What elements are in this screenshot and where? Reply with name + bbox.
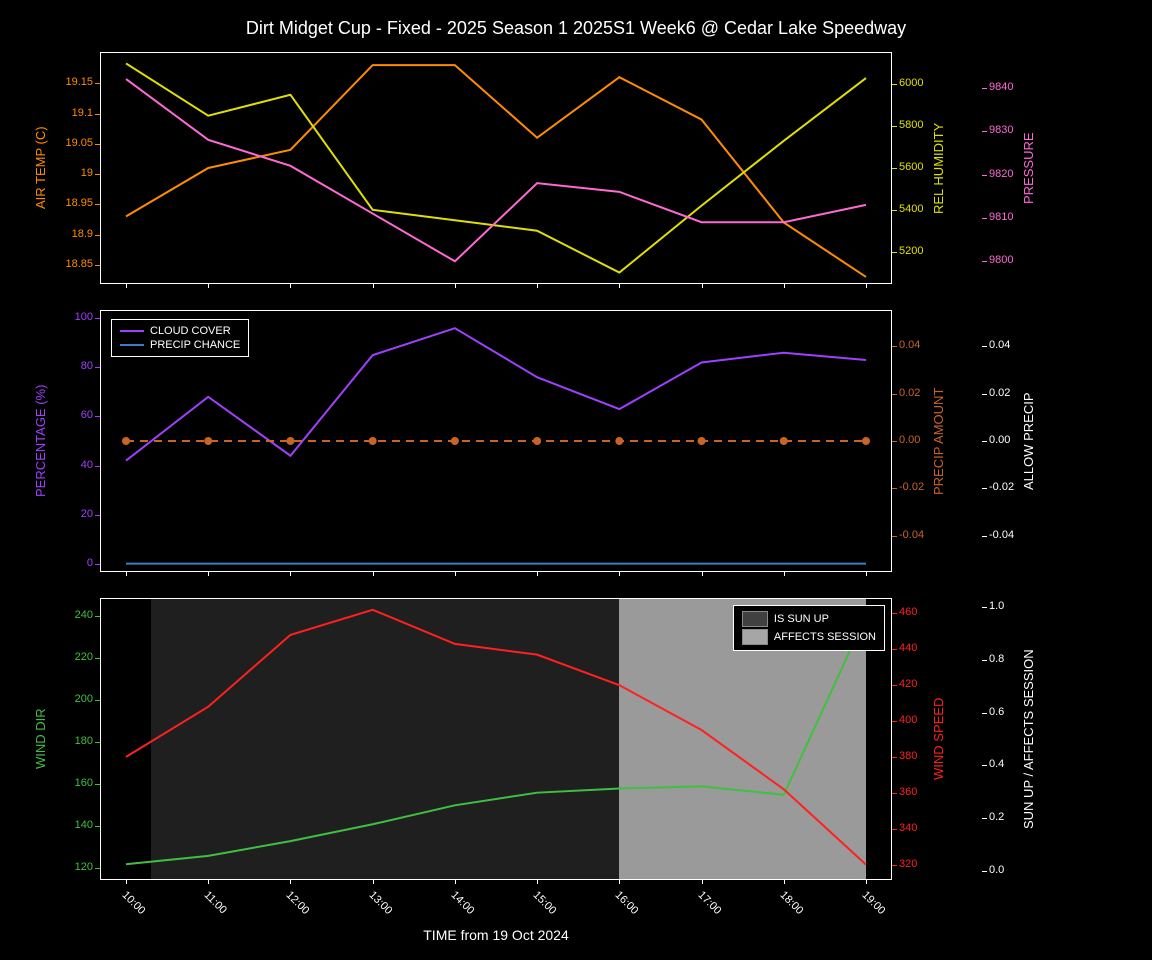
y-tick-label: -0.04 (989, 529, 1014, 541)
axis-label: ALLOW PRECIP (1021, 311, 1036, 571)
axis-label: PRECIP AMOUNT (931, 311, 946, 571)
panel-temperature: 18.8518.918.951919.0519.119.155200540056… (100, 52, 892, 284)
legend-cloud: CLOUD COVER PRECIP CHANCE (111, 319, 249, 357)
y-tick-label: 9840 (989, 81, 1013, 93)
y-tick-label: 360 (899, 786, 917, 798)
y-tick-label: 19.05 (65, 137, 93, 149)
y-tick-label: 0.8 (989, 653, 1004, 665)
axis-label: REL HUMIDITY (931, 53, 946, 283)
y-tick-label: 0 (87, 557, 93, 569)
x-tick-label: 19:00 (860, 889, 888, 917)
panel-cloud: 020406080100-0.04-0.020.000.020.04-0.04-… (100, 310, 892, 572)
axis-label: SUN UP / AFFECTS SESSION (1021, 599, 1036, 879)
y-tick-label: 20 (81, 508, 93, 520)
axis-label: PERCENTAGE (%) (33, 311, 48, 571)
y-tick-label: 9800 (989, 254, 1013, 266)
y-tick-label: 200 (75, 693, 93, 705)
axis-label: PRESSURE (1021, 53, 1036, 283)
y-tick-label: 380 (899, 750, 917, 762)
y-tick-label: 180 (75, 735, 93, 747)
y-tick-label: 1.0 (989, 600, 1004, 612)
panel-wind: 1201401601802002202403203403603804004204… (100, 598, 892, 880)
legend-sun: IS SUN UP AFFECTS SESSION (733, 605, 885, 651)
axis-label: WIND DIR (33, 599, 48, 879)
y-tick-label: 0.6 (989, 706, 1004, 718)
legend-label: PRECIP CHANCE (150, 339, 240, 351)
y-tick-label: 400 (899, 714, 917, 726)
y-tick-label: 60 (81, 409, 93, 421)
x-tick-label: 16:00 (613, 889, 641, 917)
y-tick-label: 0.2 (989, 811, 1004, 823)
chart-title: Dirt Midget Cup - Fixed - 2025 Season 1 … (10, 10, 1142, 47)
y-tick-label: 19.15 (65, 76, 93, 88)
x-tick-label: 15:00 (531, 889, 559, 917)
y-tick-label: 140 (75, 819, 93, 831)
y-tick-label: 6000 (899, 77, 923, 89)
y-tick-label: 40 (81, 459, 93, 471)
y-tick-label: -0.04 (899, 529, 924, 541)
x-tick-label: 10:00 (120, 889, 148, 917)
legend-label: IS SUN UP (774, 613, 829, 625)
y-tick-label: 18.85 (65, 258, 93, 270)
y-tick-label: 0.0 (989, 864, 1004, 876)
y-tick-label: 18.95 (65, 197, 93, 209)
y-tick-label: 0.02 (899, 387, 920, 399)
y-tick-label: 18.9 (72, 228, 93, 240)
y-tick-label: -0.02 (989, 481, 1014, 493)
axis-label: WIND SPEED (931, 599, 946, 879)
y-tick-label: 100 (75, 311, 93, 323)
y-tick-label: 5400 (899, 203, 923, 215)
y-tick-label: 9820 (989, 168, 1013, 180)
y-tick-label: 340 (899, 822, 917, 834)
y-tick-label: 5600 (899, 161, 923, 173)
y-tick-label: 19.1 (72, 107, 93, 119)
y-tick-label: 220 (75, 651, 93, 663)
y-tick-label: 240 (75, 609, 93, 621)
y-tick-label: 5800 (899, 119, 923, 131)
x-tick-label: 14:00 (448, 889, 476, 917)
x-tick-label: 13:00 (366, 889, 394, 917)
y-tick-label: -0.02 (899, 481, 924, 493)
y-tick-label: 0.00 (899, 434, 920, 446)
y-tick-label: 420 (899, 678, 917, 690)
legend-label: AFFECTS SESSION (774, 631, 876, 643)
y-tick-label: 80 (81, 360, 93, 372)
y-tick-label: 5200 (899, 245, 923, 257)
y-tick-label: 19 (81, 167, 93, 179)
y-tick-label: 9810 (989, 211, 1013, 223)
y-tick-label: 0.04 (899, 339, 920, 351)
y-tick-label: 9830 (989, 124, 1013, 136)
y-tick-label: 0.04 (989, 339, 1010, 351)
x-axis-title: TIME from 19 Oct 2024 (101, 927, 891, 943)
y-tick-label: 0.00 (989, 434, 1010, 446)
axis-label: AIR TEMP (C) (33, 53, 48, 283)
y-tick-label: 120 (75, 861, 93, 873)
x-tick-label: 11:00 (202, 889, 229, 916)
x-tick-label: 12:00 (284, 889, 312, 917)
legend-label: CLOUD COVER (150, 325, 231, 337)
x-tick-label: 18:00 (777, 889, 805, 917)
x-tick-label: 17:00 (695, 889, 723, 917)
y-tick-label: 440 (899, 642, 917, 654)
y-tick-label: 320 (899, 858, 917, 870)
y-tick-label: 0.4 (989, 758, 1004, 770)
y-tick-label: 160 (75, 777, 93, 789)
y-tick-label: 460 (899, 606, 917, 618)
y-tick-label: 0.02 (989, 387, 1010, 399)
